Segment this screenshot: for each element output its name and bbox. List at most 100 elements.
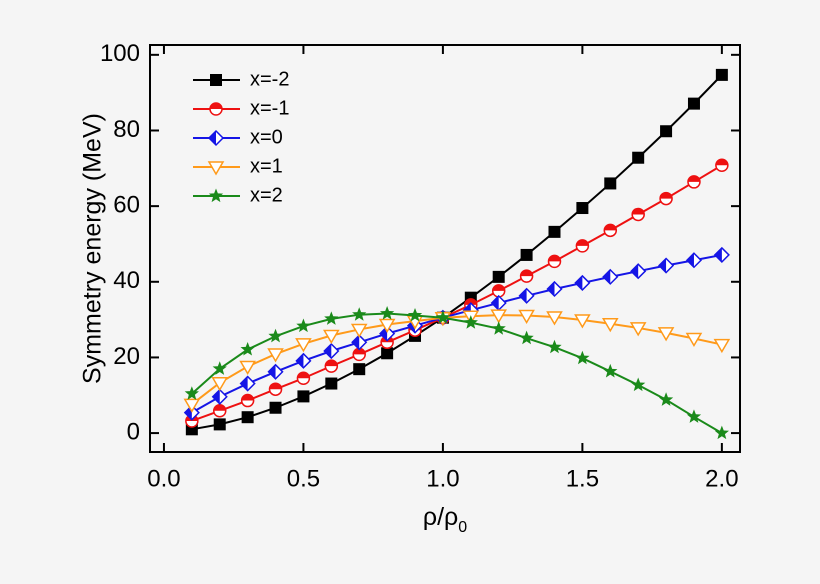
data-point [604,177,617,190]
marker-shape [492,284,505,291]
marker-shape [687,175,700,182]
marker-shape [492,270,505,283]
data-point [296,371,311,385]
data-point [659,191,673,206]
marker-shape [604,224,617,231]
data-point [658,257,675,274]
legend-marker [207,129,225,147]
data-point [547,339,562,354]
marker-shape [685,332,703,348]
marker-shape [658,392,674,406]
data-point [378,318,396,334]
data-point [490,309,508,324]
marker-shape [212,389,220,404]
marker-shape [548,225,561,238]
marker-shape [687,97,700,110]
marker-shape [210,74,222,86]
marker-shape [213,404,226,411]
marker-shape [601,318,619,333]
marker-shape [325,377,338,390]
marker-shape [268,328,283,343]
x-tick-label: 0.0 [147,465,180,492]
data-point [183,398,201,413]
data-point [323,329,340,344]
data-point [575,350,590,365]
data-point [519,330,534,345]
data-point [211,388,228,405]
marker-shape [324,311,339,325]
marker-shape [352,335,360,350]
legend-label: x=-1 [250,97,289,119]
x-axis-label-subscript: 0 [458,519,467,536]
y-tick-label: 0 [127,418,140,445]
data-point [548,225,561,238]
data-point [630,263,647,280]
data-point [686,409,702,423]
marker-shape [208,188,224,203]
marker-shape [575,275,583,290]
plot-frame [149,44,741,453]
data-point [518,287,535,304]
x-axis-label-text: ρ/ρ [423,503,458,531]
data-point [297,390,310,403]
data-point [657,327,675,342]
marker-shape [295,338,312,353]
data-point [241,411,254,424]
data-point [295,338,312,353]
data-point [295,352,312,369]
data-point [574,274,591,291]
y-tick-label: 80 [113,116,140,143]
legend-marker [209,102,223,116]
data-point [632,151,645,164]
marker-shape [464,298,477,305]
marker-shape [518,309,535,324]
marker-shape [297,372,310,379]
legend-marker [210,74,222,86]
data-point [324,311,339,325]
marker-shape [353,348,366,355]
marker-shape [632,208,645,215]
marker-shape [269,383,282,390]
marker-shape [713,338,731,354]
marker-shape [657,327,675,342]
data-point [267,363,284,380]
data-point [351,334,368,351]
data-point [660,125,673,138]
data-point [687,175,701,189]
data-point [575,239,590,253]
data-point [713,338,731,354]
data-point [491,284,506,298]
data-point [714,425,730,440]
data-point [631,207,645,222]
data-point [547,254,562,269]
marker-shape [269,401,282,414]
marker-shape [715,68,728,81]
data-point [296,318,311,333]
marker-shape [296,318,311,333]
marker-shape [213,418,226,431]
marker-shape [210,103,222,109]
marker-shape [378,318,396,334]
data-point [353,363,366,376]
marker-shape [267,348,284,363]
marker-shape [547,281,555,296]
legend-label: x=2 [250,184,283,206]
data-point [268,382,283,396]
marker-shape [576,239,589,246]
marker-shape [686,409,702,423]
y-tick-label: 60 [113,191,140,218]
marker-shape [660,192,673,199]
marker-shape [183,398,201,413]
data-point [212,361,227,375]
data-point [239,375,256,392]
data-point [239,360,256,376]
marker-shape [325,360,338,367]
data-point [240,341,255,356]
data-point [685,332,703,348]
data-point [325,377,338,390]
marker-shape [381,347,394,360]
data-point [211,377,229,392]
marker-shape [603,363,618,378]
data-point [685,252,703,269]
